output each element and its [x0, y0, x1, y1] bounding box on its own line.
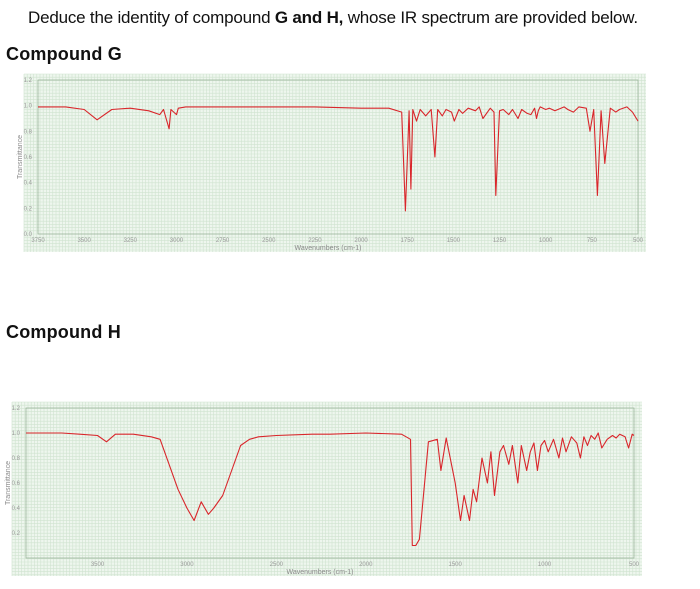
h-x-tick-1: 3000: [180, 562, 194, 568]
h-spectrum-line: [26, 432, 635, 547]
question-suffix: whose IR spectrum are provided below.: [343, 8, 638, 27]
h-x-tick-3: 2000: [359, 562, 373, 568]
g-y-tick-2: 0.4: [24, 181, 33, 187]
g-x-tick-5: 2500: [262, 238, 276, 244]
h-x-tick-4: 1500: [448, 562, 462, 568]
g-y-tick-0: 0.0: [24, 232, 33, 238]
question-prefix: Deduce the identity of compound: [28, 8, 275, 27]
g-y-tick-5: 1.0: [24, 104, 33, 110]
g-y-axis-title: Transmittance: [17, 135, 24, 179]
ir-spectrum-g: 3750 3500 3250 3000 2750 2500 2250 2000 1750 1500…: [17, 73, 646, 252]
g-plot-background: [24, 74, 646, 252]
h-y-axis-title: Transmittance: [5, 461, 12, 505]
g-x-tick-11: 1000: [539, 238, 553, 244]
question-bold: G and H,: [274, 8, 344, 27]
question-text: Deduce the identity of compound G and H,…: [28, 8, 638, 28]
g-x-tick-12: 750: [587, 238, 598, 244]
g-x-tick-9: 1500: [447, 238, 461, 244]
ir-spectrum-h: 3500 3000 2500 2000 1500 1000 500 0.2 0.4 0.6 0.8 1…: [5, 401, 642, 576]
g-x-tick-0: 3750: [31, 238, 45, 244]
h-plot-frame: [25, 407, 635, 559]
h-x-tick-5: 1000: [538, 562, 552, 568]
h-plot-background: [12, 402, 642, 576]
h-y-tick-4: 1.0: [12, 431, 21, 437]
g-x-tick-3: 3000: [170, 238, 184, 244]
h-y-tick-1: 0.4: [12, 506, 21, 512]
g-y-tick-1: 0.2: [24, 206, 33, 212]
h-y-tick-3: 0.8: [12, 456, 21, 462]
h-x-tick-0: 3500: [91, 562, 105, 568]
h-y-tick-2: 0.6: [12, 481, 21, 487]
g-x-tick-2: 3250: [124, 238, 138, 244]
g-plot-frame: [37, 79, 639, 235]
g-x-tick-1: 3500: [77, 238, 91, 244]
g-x-tick-10: 1250: [493, 238, 507, 244]
h-y-tick-0: 0.2: [12, 531, 21, 537]
compound-g-label: Compound G: [6, 44, 122, 64]
g-x-tick-4: 2750: [216, 238, 230, 244]
compound-h-label: Compound H: [6, 322, 121, 342]
g-x-axis-title: Wavenumbers (cm-1): [294, 245, 361, 252]
h-y-tick-5: 1.2: [12, 406, 21, 412]
h-x-axis-title: Wavenumbers (cm-1): [286, 569, 353, 576]
g-y-tick-4: 0.8: [24, 129, 33, 135]
g-x-tick-7: 2000: [354, 238, 368, 244]
g-y-tick-6: 1.2: [24, 78, 33, 84]
g-spectrum-line: [38, 106, 639, 212]
h-x-tick-6: 500: [629, 562, 640, 568]
g-x-tick-6: 2250: [308, 238, 322, 244]
g-x-tick-8: 1750: [401, 238, 415, 244]
h-x-tick-2: 2500: [270, 562, 284, 568]
g-y-tick-3: 0.6: [24, 155, 33, 161]
g-x-tick-13: 500: [633, 238, 644, 244]
